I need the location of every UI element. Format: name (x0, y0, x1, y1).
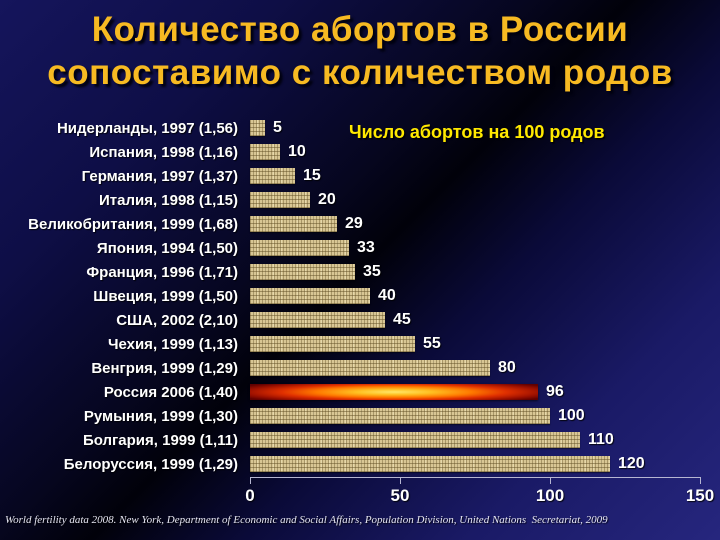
bar-wrap: 96 (250, 383, 564, 401)
category-label: Франция, 1996 (1,71) (86, 263, 238, 281)
slide-title: Количество абортов в России сопоставимо … (0, 8, 720, 94)
bar (250, 168, 295, 184)
category-label: Япония, 1994 (1,50) (96, 239, 238, 257)
bar-wrap: 55 (250, 335, 441, 353)
value-label: 29 (345, 215, 363, 232)
category-label: Италия, 1998 (1,15) (98, 191, 238, 209)
bar-wrap: 40 (250, 287, 396, 305)
bar (250, 312, 385, 328)
value-label: 40 (378, 287, 396, 304)
bar-wrap: 35 (250, 263, 381, 281)
category-label: Испания, 1998 (1,16) (89, 143, 238, 161)
chart-row: Румыния, 1999 (1,30) 100 (0, 404, 720, 428)
bar-wrap: 110 (250, 431, 614, 449)
bar-wrap: 80 (250, 359, 516, 377)
axis-tick-label: 100 (535, 486, 565, 505)
bar-wrap: 20 (250, 191, 336, 209)
chart-row: Россия 2006 (1,40) 96 (0, 380, 720, 404)
axis-tick-label: 150 (685, 486, 715, 505)
bar (250, 288, 370, 304)
axis-line (250, 477, 701, 478)
chart-row: Чехия, 1999 (1,13) 55 (0, 332, 720, 356)
value-label: 100 (558, 407, 585, 424)
chart-row: Болгария, 1999 (1,11) 110 (0, 428, 720, 452)
value-label: 96 (546, 383, 564, 400)
category-label: Белоруссия, 1999 (1,29) (63, 455, 238, 473)
axis-tick (400, 478, 401, 484)
axis-tick (250, 478, 251, 484)
chart-row: Венгрия, 1999 (1,29) 80 (0, 356, 720, 380)
bar (250, 240, 349, 256)
axis-tick (550, 478, 551, 484)
bar (250, 192, 310, 208)
bar (250, 384, 538, 400)
bar-chart: Нидерланды, 1997 (1,56) 5 Испания, 1998 … (0, 116, 720, 476)
chart-row: Швеция, 1999 (1,50) 40 (0, 284, 720, 308)
bar (250, 120, 265, 136)
bar-wrap: 120 (250, 455, 645, 473)
chart-annotation: Число абортов на 100 родов (349, 122, 605, 142)
category-label: США, 2002 (2,10) (116, 311, 238, 329)
value-label: 20 (318, 191, 336, 208)
bar-wrap: 33 (250, 239, 375, 257)
value-label: 55 (423, 335, 441, 352)
value-label: 15 (303, 167, 321, 184)
chart-row: Нидерланды, 1997 (1,56) 5 (0, 116, 720, 140)
bar (250, 144, 280, 160)
value-label: 120 (618, 455, 645, 472)
chart-row: Испания, 1998 (1,16) 10 (0, 140, 720, 164)
bar-wrap: 29 (250, 215, 363, 233)
bar (250, 456, 610, 472)
category-label: Нидерланды, 1997 (1,56) (56, 119, 238, 137)
value-label: 80 (498, 359, 516, 376)
chart-row: Италия, 1998 (1,15) 20 (0, 188, 720, 212)
bar (250, 360, 490, 376)
chart-row: Великобритания, 1999 (1,68) 29 (0, 212, 720, 236)
value-label: 33 (357, 239, 375, 256)
chart-row: Япония, 1994 (1,50) 33 (0, 236, 720, 260)
category-label: Германия, 1997 (1,37) (81, 167, 238, 185)
chart-row: Германия, 1997 (1,37) 15 (0, 164, 720, 188)
bar-wrap: 5 (250, 119, 282, 137)
chart-row: США, 2002 (2,10) 45 (0, 308, 720, 332)
axis-tick (700, 478, 701, 484)
bar-wrap: 10 (250, 143, 306, 161)
x-axis: 0 50 100 150 (245, 477, 714, 507)
bar (250, 336, 415, 352)
bar-wrap: 100 (250, 407, 585, 425)
bar-wrap: 45 (250, 311, 411, 329)
category-label: Швеция, 1999 (1,50) (93, 287, 238, 305)
chart-row: Белоруссия, 1999 (1,29) 120 (0, 452, 720, 476)
category-label: Румыния, 1999 (1,30) (83, 407, 238, 425)
value-label: 10 (288, 143, 306, 160)
axis-tick-label: 50 (390, 486, 410, 505)
bar (250, 432, 580, 448)
title-line-1: Количество абортов в России (91, 10, 629, 49)
value-label: 35 (363, 263, 381, 280)
bar (250, 216, 337, 232)
bar-wrap: 15 (250, 167, 321, 185)
value-label: 110 (588, 431, 614, 448)
category-label: Великобритания, 1999 (1,68) (28, 215, 238, 233)
chart-row: Франция, 1996 (1,71) 35 (0, 260, 720, 284)
bar (250, 264, 355, 280)
bar (250, 408, 550, 424)
category-label: Болгария, 1999 (1,11) (82, 431, 238, 449)
category-label: Россия 2006 (1,40) (103, 383, 238, 401)
title-line-2: сопоставимо с количеством родов (47, 53, 673, 92)
source-citation: World fertility data 2008. New York, Dep… (5, 514, 608, 526)
category-label: Венгрия, 1999 (1,29) (91, 359, 238, 377)
value-label: 5 (273, 119, 282, 136)
category-label: Чехия, 1999 (1,13) (107, 335, 238, 353)
bar-rows: Нидерланды, 1997 (1,56) 5 Испания, 1998 … (0, 116, 720, 476)
axis-tick-label: 0 (245, 486, 255, 505)
value-label: 45 (393, 311, 411, 328)
